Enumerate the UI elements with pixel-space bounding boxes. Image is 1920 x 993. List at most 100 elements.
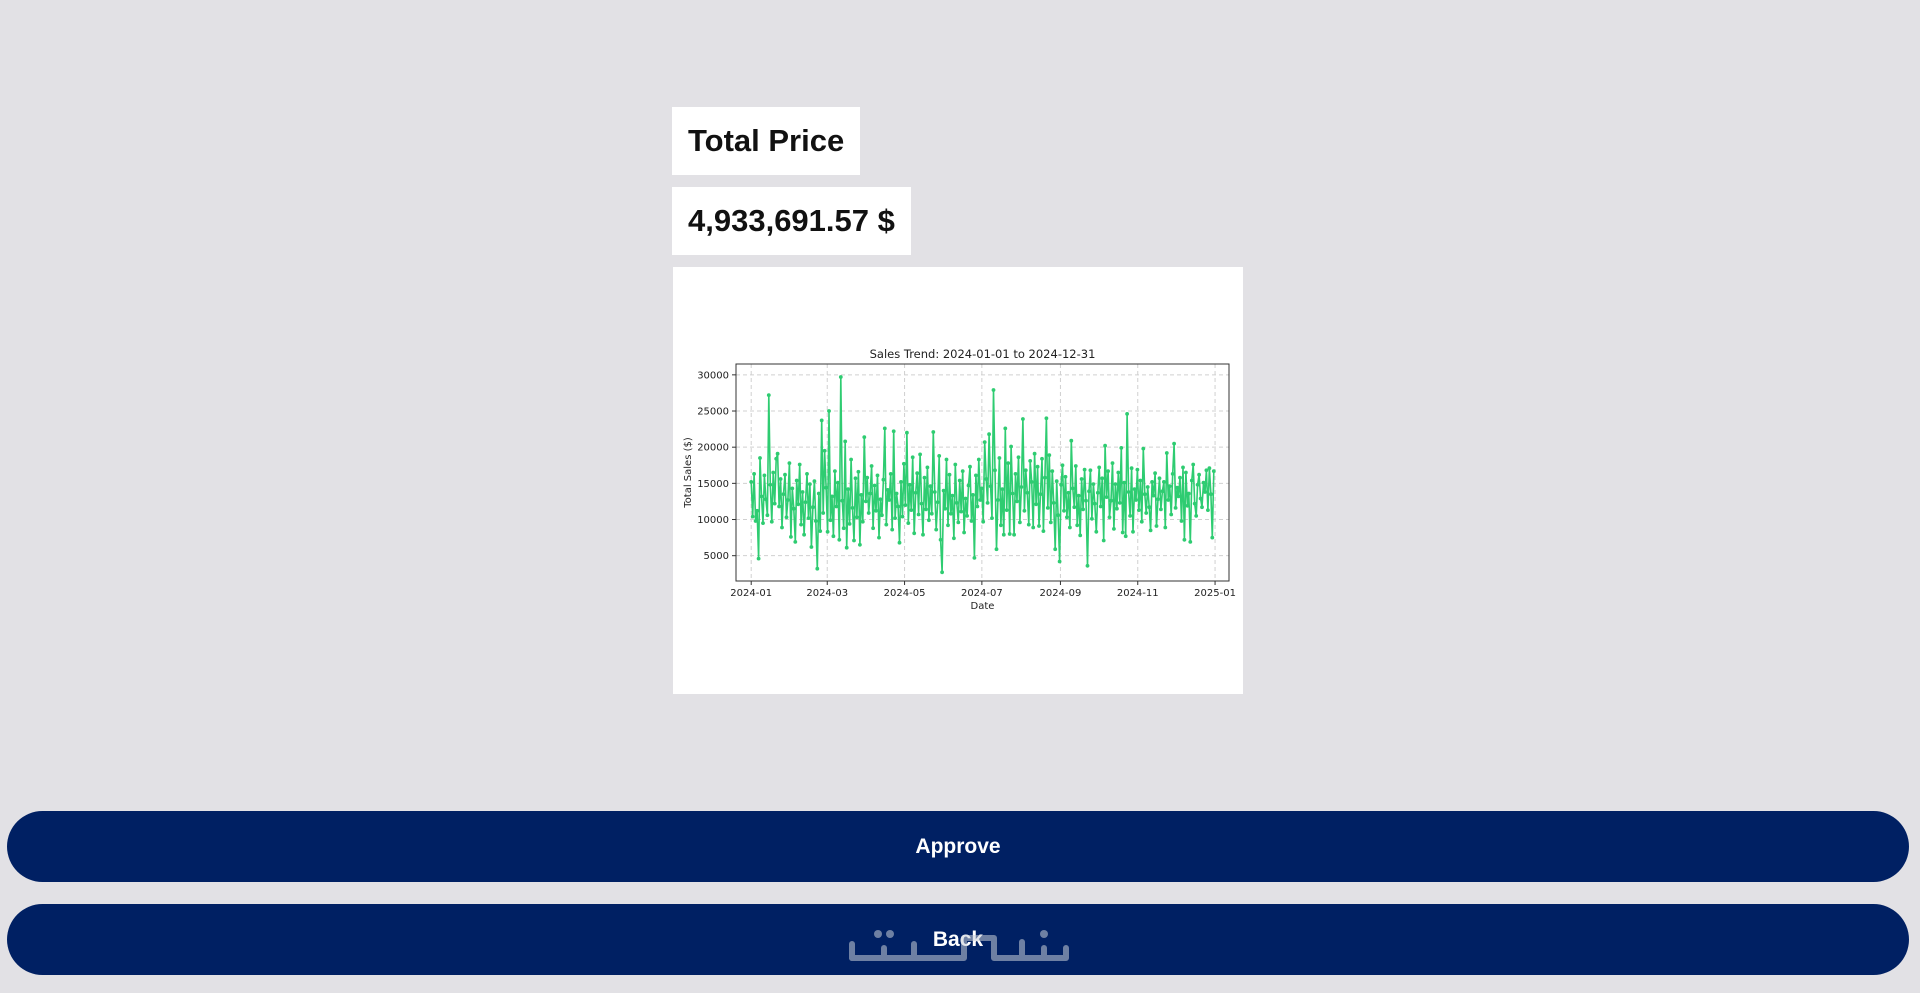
sales-data-point [997,456,1002,460]
sales-data-point [1122,480,1127,485]
sales-data-point [884,522,889,527]
sales-data-point [805,472,809,476]
sales-data-point [1101,538,1106,543]
sales-data-point [831,534,836,539]
sales-data-point [940,570,944,575]
sales-data-point [1034,502,1038,507]
sales-data-point [1010,491,1015,496]
sales-data-point [1051,501,1056,505]
sales-data-point [762,473,767,478]
sales-data-point [755,508,759,513]
sales-data-point [1156,497,1160,502]
sales-data-point [1145,485,1150,489]
sales-data-point [978,498,983,502]
sales-data-point [771,470,776,475]
sales-data-point [868,491,873,496]
sales-data-point [803,500,808,505]
sales-data-point [1054,479,1059,484]
sales-data-point [1001,532,1006,537]
sales-data-point [1197,472,1201,477]
sales-data-point [941,488,946,493]
x-tick-label: 2025-01 [1194,588,1236,599]
sales-data-point [1066,490,1071,495]
sales-data-point [1032,451,1037,456]
sales-data-point [934,527,939,532]
sales-data-point [959,509,964,514]
sales-data-point [1116,470,1121,475]
sales-data-point [824,485,828,490]
sales-data-point [1188,540,1193,544]
sales-data-point [840,498,845,503]
sales-data-point [821,511,826,515]
sales-data-point [1040,456,1044,461]
sales-data-point [865,475,870,480]
sales-data-point [999,523,1003,528]
sales-data-point [816,491,821,496]
y-axis-label: Total Sales ($) [683,437,694,509]
sales-data-point [813,519,818,523]
sales-data-point [1207,466,1212,471]
sales-data-point [872,483,877,488]
sales-data-point [968,464,972,469]
sales-data-point [1210,535,1215,540]
sales-data-point [799,522,803,527]
sales-data-point [863,499,868,504]
sales-data-point [778,477,783,481]
sales-data-point [796,502,801,507]
sales-data-point [1026,522,1031,527]
sales-data-point [1069,438,1074,443]
sales-data-point [1092,501,1097,506]
sales-data-point [822,448,827,453]
sales-data-point [962,530,966,535]
sales-data-point [991,388,996,392]
sales-data-point [809,545,814,549]
sales-data-point [1081,507,1085,512]
sales-data-point [919,501,924,506]
sales-data-point [1079,477,1084,481]
sales-data-point [960,469,965,473]
sales-data-point [846,487,850,491]
y-tick-label: 25000 [697,407,729,418]
sales-data-point [1075,523,1080,528]
sales-trend-chart-svg: 2024-01 2024-03 2024-05 2024-07 2024-09 2024-… [683,347,1236,612]
sales-data-point [786,498,790,502]
sales-data-point [1037,524,1041,528]
sales-data-point [900,514,905,519]
sales-data-point [910,455,915,460]
sales-data-point [860,519,865,524]
sales-data-point [1170,472,1175,476]
sales-data-point [1150,480,1154,484]
sales-data-point [1131,529,1135,534]
sales-data-point [1016,455,1021,460]
sales-data-point [924,507,928,512]
sales-data-point [1056,513,1060,518]
sales-data-point [1072,505,1077,510]
sales-data-point [1019,485,1024,489]
sales-data-point [984,477,989,481]
sales-data-point [1062,508,1066,513]
sales-data-point [994,547,999,552]
sales-data-point [877,535,881,540]
sales-data-point [1148,528,1153,533]
sales-data-point [808,482,812,486]
sales-data-point [938,537,943,542]
sales-data-point [836,480,840,485]
sales-data-point [844,545,849,550]
sales-data-point [1004,508,1009,512]
sales-data-point [975,504,980,509]
sales-data-point [1179,519,1184,523]
sales-data-point [1139,519,1144,524]
x-tick-label: 2024-09 [1040,588,1082,599]
sales-data-point [1045,506,1050,510]
sales-data-point [1006,461,1011,465]
sales-data-point [783,472,787,477]
sales-data-point [957,478,962,483]
sales-data-point [1128,514,1132,518]
back-button[interactable]: Back [7,904,1909,975]
sales-data-point [1175,485,1179,490]
approve-button[interactable]: Approve [7,811,1909,882]
sales-data-point [1178,475,1182,480]
sales-data-point [1015,499,1019,504]
sales-data-point [990,516,994,520]
